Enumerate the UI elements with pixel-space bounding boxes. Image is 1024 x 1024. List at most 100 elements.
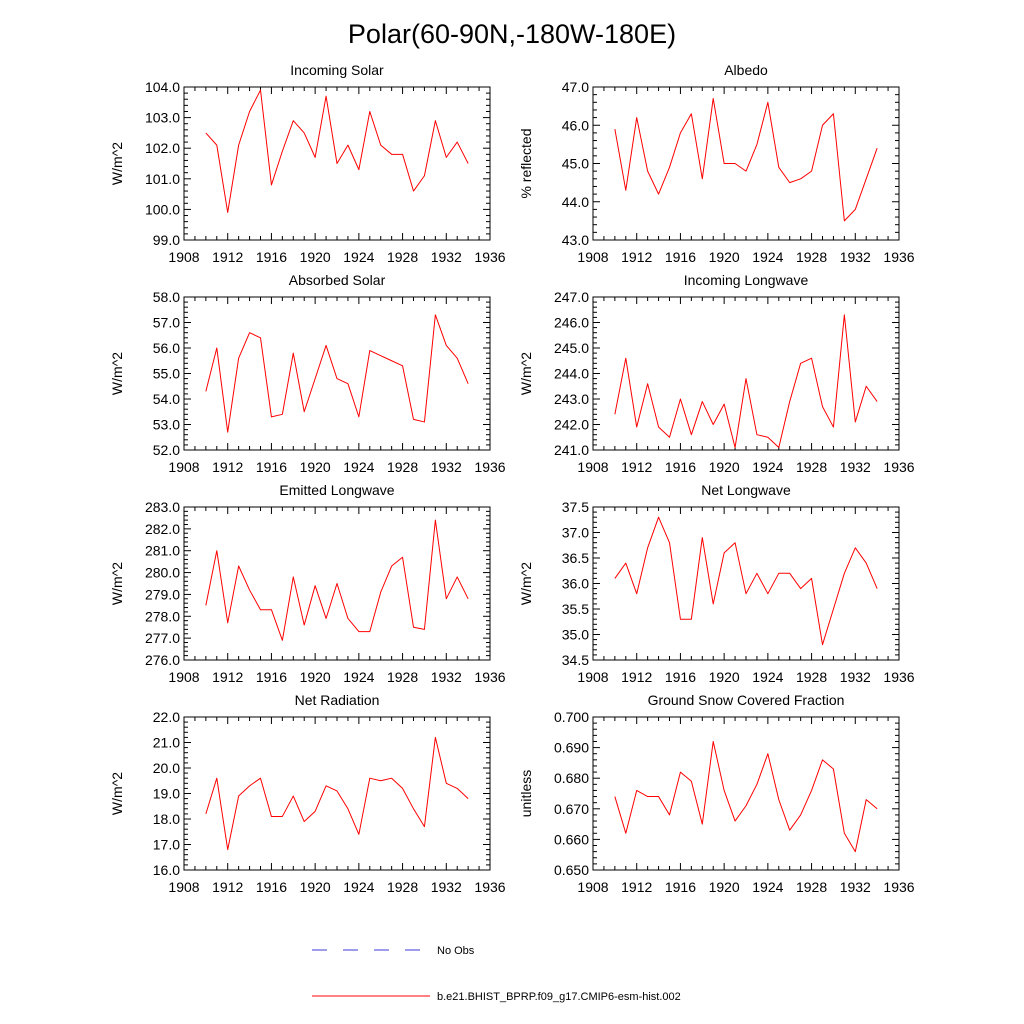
x-tick-label: 1924 — [343, 459, 374, 475]
x-tick-label: 1924 — [343, 669, 374, 685]
x-tick-label: 1920 — [300, 459, 331, 475]
y-tick-label: 280.0 — [145, 565, 180, 581]
figure-title: Polar(60-90N,-180W-180E) — [348, 19, 676, 49]
plot-frame — [592, 86, 900, 241]
y-tick-label: 18.0 — [153, 811, 180, 827]
x-tick-label: 1936 — [474, 249, 505, 265]
panel-title: Net Longwave — [701, 482, 791, 498]
series-line — [205, 736, 469, 851]
x-tick-label: 1932 — [840, 249, 871, 265]
x-tick-label: 1932 — [431, 459, 462, 475]
y-tick-label: 104.0 — [145, 79, 180, 95]
x-tick-label: 1936 — [883, 249, 914, 265]
y-tick-label: 58.0 — [153, 289, 180, 305]
panel-emitted-longwave: Emitted Longwave 1908 1912 1916 1920 1924 1928… — [109, 482, 506, 685]
panel-title: Incoming Solar — [290, 62, 384, 78]
x-tick-label: 1928 — [387, 879, 418, 895]
x-tick-label: 1916 — [665, 249, 696, 265]
plot-frame — [183, 716, 491, 871]
panel-title: Absorbed Solar — [289, 272, 386, 288]
x-tick-label: 1928 — [796, 669, 827, 685]
panel-title: Net Radiation — [295, 692, 380, 708]
y-axis-label: W/m^2 — [109, 142, 125, 185]
y-axis-label: W/m^2 — [109, 352, 125, 395]
panel-title: Incoming Longwave — [684, 272, 809, 288]
y-tick-label: 34.5 — [562, 652, 589, 668]
y-tick-label: 54.0 — [153, 391, 180, 407]
y-tick-label: 46.0 — [562, 117, 589, 133]
y-tick-label: 0.650 — [554, 862, 589, 878]
y-tick-label: 101.0 — [145, 171, 180, 187]
x-tick-label: 1912 — [621, 459, 652, 475]
y-tick-label: 57.0 — [153, 315, 180, 331]
y-tick-label: 52.0 — [153, 442, 180, 458]
y-tick-label: 55.0 — [153, 366, 180, 382]
y-tick-label: 36.5 — [562, 550, 589, 566]
y-tick-label: 35.5 — [562, 601, 589, 617]
y-tick-label: 245.0 — [554, 340, 589, 356]
y-axis-label: W/m^2 — [109, 772, 125, 815]
y-tick-label: 20.0 — [153, 760, 180, 776]
y-tick-label: 37.5 — [562, 499, 589, 515]
panel-ground-snow-covered-fraction: Ground Snow Covered Fraction 1908 1912 1916… — [518, 692, 915, 895]
y-tick-label: 246.0 — [554, 315, 589, 331]
panel-title: Ground Snow Covered Fraction — [648, 692, 845, 708]
x-tick-label: 1916 — [256, 459, 287, 475]
y-tick-label: 0.680 — [554, 770, 589, 786]
panel-title: Albedo — [724, 62, 768, 78]
x-tick-label: 1924 — [752, 669, 783, 685]
x-tick-label: 1924 — [752, 459, 783, 475]
y-axis-label: unitless — [518, 770, 534, 817]
panel-incoming-solar: Incoming Solar 1908 1912 1916 1920 1924 1928 19… — [109, 62, 506, 265]
x-tick-label: 1936 — [883, 459, 914, 475]
x-tick-label: 1936 — [883, 879, 914, 895]
y-tick-label: 0.690 — [554, 740, 589, 756]
y-tick-label: 44.0 — [562, 194, 589, 210]
y-tick-label: 53.0 — [153, 417, 180, 433]
y-tick-label: 56.0 — [153, 340, 180, 356]
x-tick-label: 1908 — [577, 459, 608, 475]
y-axis-label: W/m^2 — [518, 352, 534, 395]
x-tick-label: 1920 — [300, 249, 331, 265]
y-tick-label: 241.0 — [554, 442, 589, 458]
x-tick-label: 1912 — [621, 879, 652, 895]
series-line — [614, 97, 878, 222]
x-tick-label: 1912 — [621, 249, 652, 265]
y-tick-label: 99.0 — [153, 232, 180, 248]
y-tick-label: 22.0 — [153, 709, 180, 725]
y-tick-label: 37.0 — [562, 525, 589, 541]
x-tick-label: 1920 — [300, 879, 331, 895]
x-tick-label: 1924 — [752, 879, 783, 895]
y-tick-label: 102.0 — [145, 140, 180, 156]
y-tick-label: 276.0 — [145, 652, 180, 668]
legend-model-label: b.e21.BHIST_BPRP.f09_g17.CMIP6-esm-hist.… — [437, 991, 681, 1003]
plot-frame — [183, 506, 491, 661]
x-tick-label: 1912 — [212, 879, 243, 895]
y-tick-label: 43.0 — [562, 232, 589, 248]
y-tick-label: 281.0 — [145, 543, 180, 559]
x-tick-label: 1928 — [796, 249, 827, 265]
y-tick-label: 247.0 — [554, 289, 589, 305]
plot-frame — [183, 86, 491, 241]
x-tick-label: 1932 — [431, 879, 462, 895]
x-tick-label: 1916 — [665, 459, 696, 475]
panel-net-longwave: Net Longwave 1908 1912 1916 1920 1924 1928 1932… — [518, 482, 915, 685]
series-line — [205, 519, 469, 641]
y-tick-label: 35.0 — [562, 627, 589, 643]
y-tick-label: 17.0 — [153, 837, 180, 853]
x-tick-label: 1916 — [256, 249, 287, 265]
x-tick-label: 1932 — [431, 669, 462, 685]
y-tick-label: 244.0 — [554, 366, 589, 382]
x-tick-label: 1924 — [343, 249, 374, 265]
y-tick-label: 16.0 — [153, 862, 180, 878]
panel-net-radiation: Net Radiation 1908 1912 1916 1920 1924 1928 193… — [109, 692, 506, 895]
x-tick-label: 1932 — [431, 249, 462, 265]
x-tick-label: 1908 — [577, 879, 608, 895]
y-tick-label: 45.0 — [562, 156, 589, 172]
legend-obs-label: No Obs — [437, 945, 475, 957]
x-tick-label: 1908 — [168, 249, 199, 265]
y-axis-label: % reflected — [518, 128, 534, 198]
x-tick-label: 1916 — [256, 879, 287, 895]
y-tick-label: 277.0 — [145, 630, 180, 646]
